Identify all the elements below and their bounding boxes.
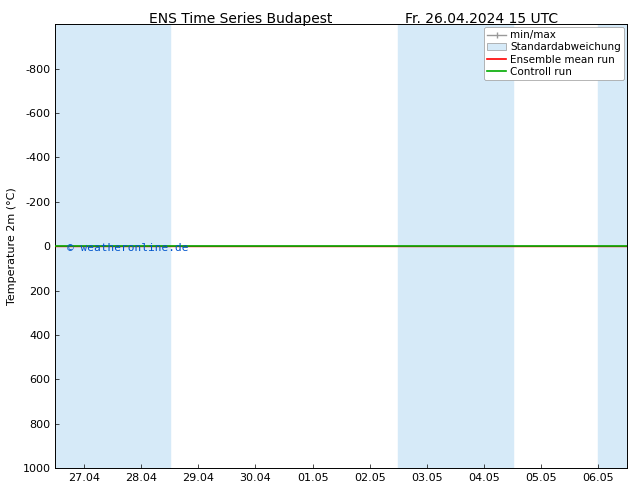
Text: © weatheronline.de: © weatheronline.de	[67, 244, 188, 253]
Bar	[398, 24, 456, 468]
Text: ENS Time Series Budapest: ENS Time Series Budapest	[149, 12, 333, 26]
Bar	[112, 24, 170, 468]
Bar	[55, 24, 112, 468]
Legend: min/max, Standardabweichung, Ensemble mean run, Controll run: min/max, Standardabweichung, Ensemble me…	[484, 27, 624, 80]
Y-axis label: Temperature 2m (°C): Temperature 2m (°C)	[7, 187, 17, 305]
Text: Fr. 26.04.2024 15 UTC: Fr. 26.04.2024 15 UTC	[405, 12, 559, 26]
Bar	[456, 24, 513, 468]
Bar	[598, 24, 627, 468]
